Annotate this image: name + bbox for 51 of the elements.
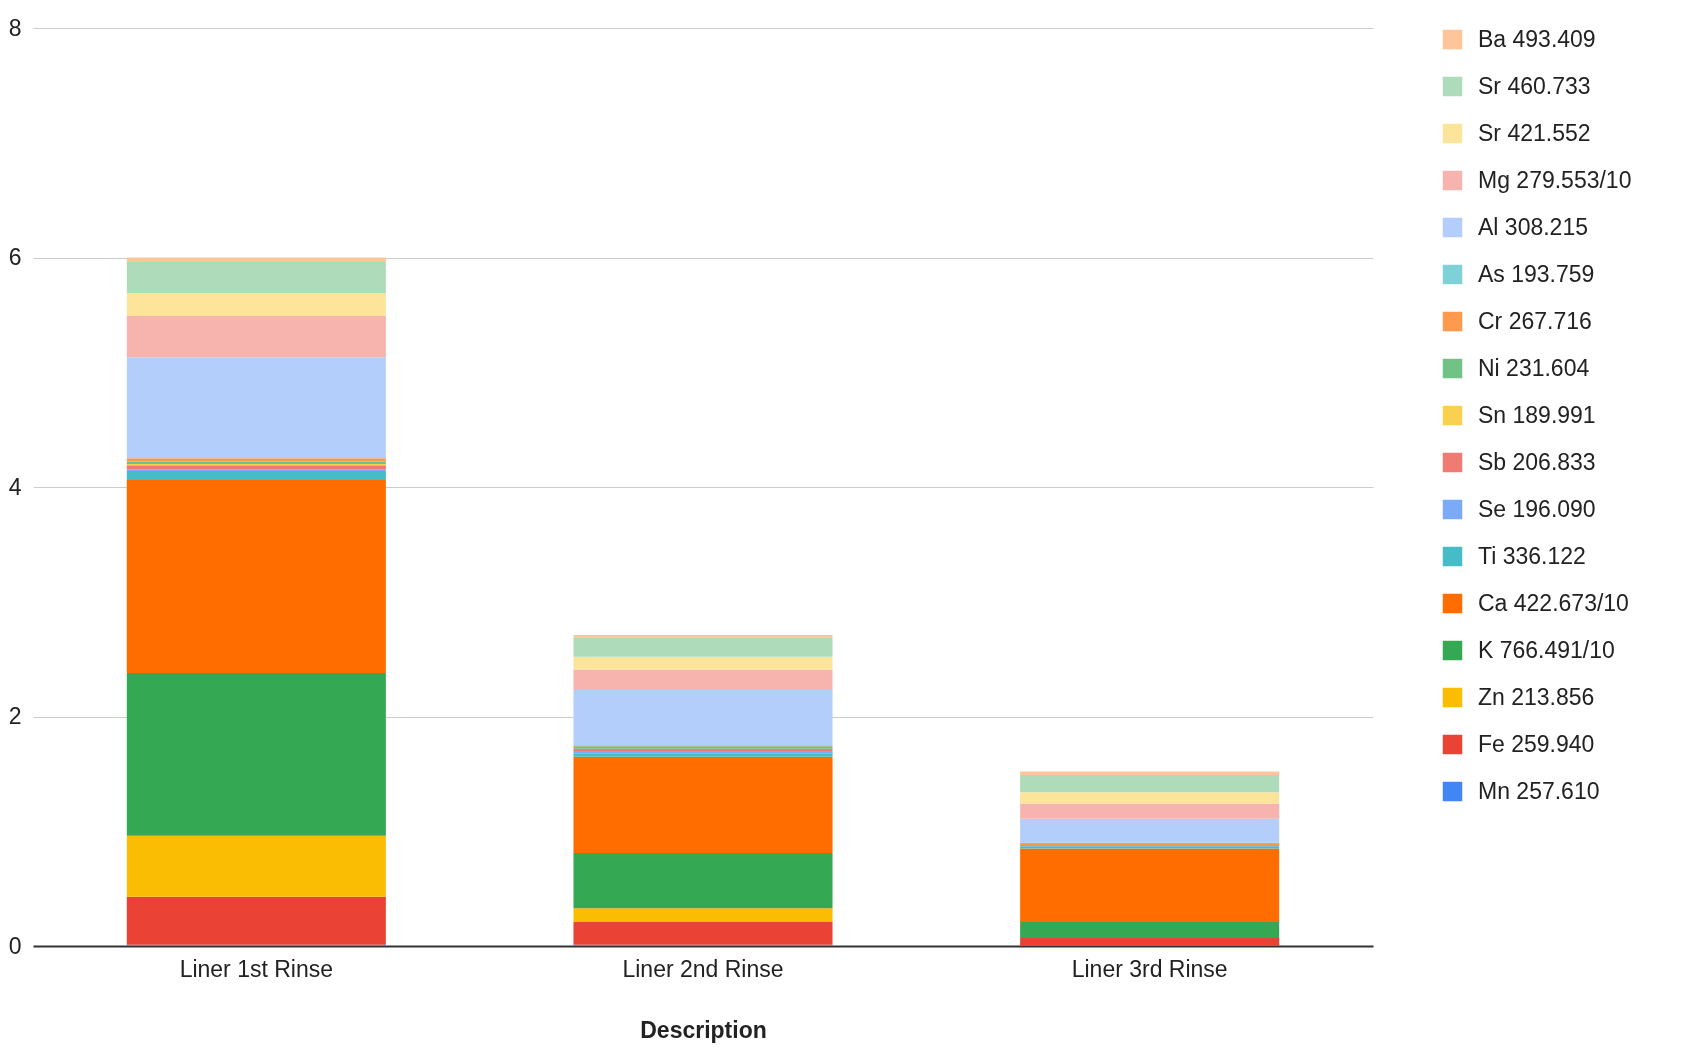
y-tick-label: 6 bbox=[8, 244, 22, 270]
x-tick-label: Liner 1st Rinse bbox=[179, 955, 334, 982]
y-tick-label: 0 bbox=[8, 932, 22, 959]
bar bbox=[1020, 792, 1280, 804]
bar bbox=[573, 908, 833, 922]
bar bbox=[126, 470, 386, 481]
legend-label: Al 308.215 bbox=[1478, 213, 1588, 240]
bar bbox=[1020, 775, 1280, 793]
bar bbox=[573, 853, 833, 909]
legend-label: Sr 421.552 bbox=[1478, 119, 1591, 146]
x-tick-label: Liner 3rd Rinse bbox=[1071, 955, 1228, 982]
legend-label: Sr 460.733 bbox=[1478, 72, 1591, 99]
bar bbox=[573, 669, 833, 691]
bar bbox=[1020, 803, 1280, 819]
bar bbox=[1020, 937, 1280, 946]
bar bbox=[573, 656, 833, 670]
bar bbox=[126, 896, 386, 945]
x-axis-title: Description bbox=[640, 1016, 767, 1043]
bar bbox=[573, 637, 833, 657]
y-tick-label: 2 bbox=[8, 703, 22, 729]
legend-label: K 766.491/10 bbox=[1478, 636, 1615, 663]
legend-label: Mg 279.553/10 bbox=[1478, 166, 1632, 193]
bar bbox=[573, 690, 833, 746]
bar bbox=[573, 756, 833, 854]
legend-label: Ba 493.409 bbox=[1478, 25, 1596, 52]
bar bbox=[1020, 818, 1280, 843]
legend-label: As 193.759 bbox=[1478, 260, 1595, 287]
bar bbox=[1020, 848, 1280, 922]
bar bbox=[126, 480, 386, 673]
legend-label: Ni 231.604 bbox=[1478, 354, 1590, 381]
legend-label: Ca 422.673/10 bbox=[1478, 589, 1629, 616]
legend-label: Zn 213.856 bbox=[1478, 683, 1595, 710]
bar bbox=[126, 293, 386, 317]
bar bbox=[126, 262, 386, 294]
bar bbox=[126, 316, 386, 358]
legend-label: Sn 189.991 bbox=[1478, 401, 1596, 428]
y-tick-label: 8 bbox=[8, 14, 22, 41]
legend-label: Se 196.090 bbox=[1478, 495, 1596, 522]
legend-label: Sb 206.833 bbox=[1478, 448, 1596, 475]
bar bbox=[573, 921, 833, 945]
legend-label: Mn 257.610 bbox=[1478, 777, 1600, 804]
legend-label: Fe 259.940 bbox=[1478, 730, 1595, 757]
legend-label: Ti 336.122 bbox=[1478, 542, 1586, 569]
x-tick-label: Liner 2nd Rinse bbox=[622, 955, 784, 982]
bar bbox=[126, 835, 386, 897]
bar bbox=[126, 357, 386, 459]
y-tick-label: 4 bbox=[8, 473, 22, 500]
legend-label: Cr 267.716 bbox=[1478, 307, 1592, 334]
bar bbox=[126, 465, 386, 470]
bar bbox=[126, 672, 386, 836]
bar bbox=[1020, 921, 1280, 938]
